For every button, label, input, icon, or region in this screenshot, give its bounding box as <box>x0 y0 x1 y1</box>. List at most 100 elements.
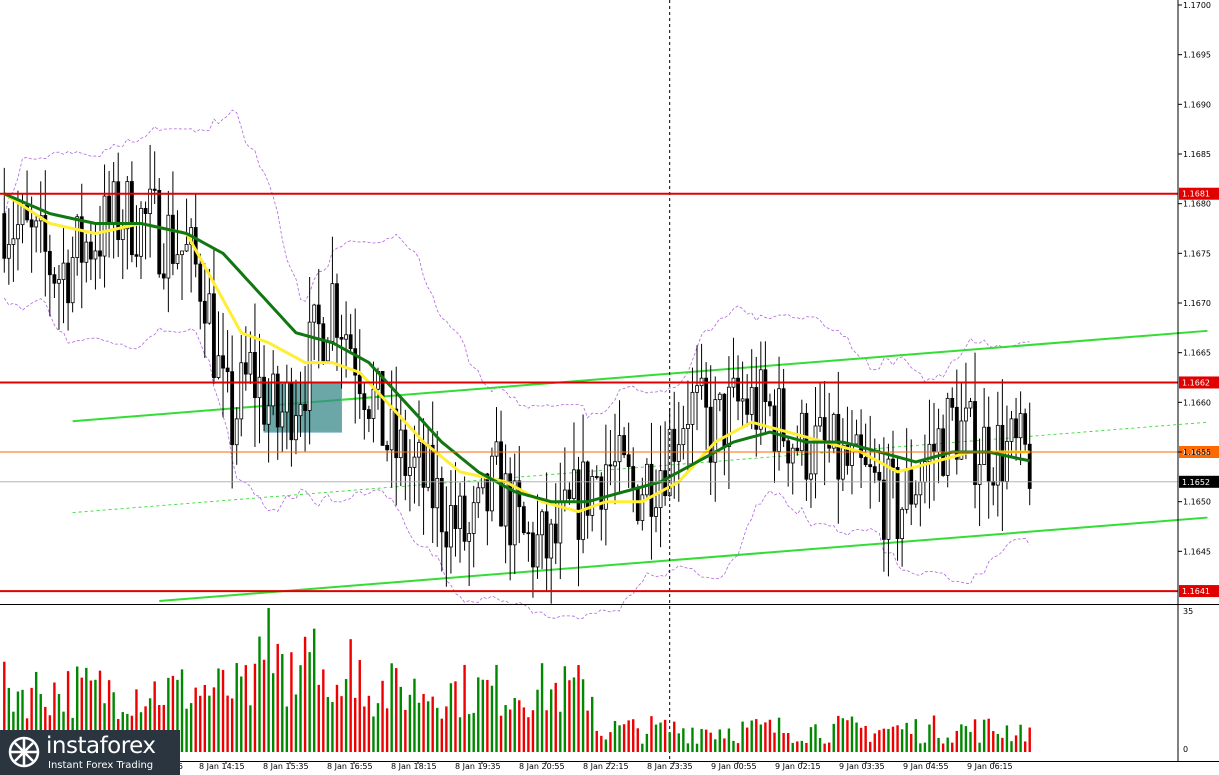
candle-body <box>221 355 225 369</box>
trend-channel-line <box>72 329 1208 423</box>
volume-bar <box>796 741 799 752</box>
bollinger-lower-line <box>3 297 1031 620</box>
volume-bar <box>322 669 325 752</box>
volume-bar <box>94 679 97 752</box>
volume-bar <box>75 666 79 752</box>
volume-bar <box>955 730 959 752</box>
volume-bar <box>21 689 24 752</box>
volume-bar <box>208 695 211 752</box>
candle-body <box>854 434 859 445</box>
volume-bar <box>932 715 936 752</box>
candle-body <box>754 387 759 430</box>
candle-body <box>234 418 239 446</box>
time-tick-label: 8 Jan 15:35 <box>263 762 309 771</box>
volume-bar <box>16 691 20 752</box>
volume-bar <box>454 681 457 752</box>
volume-bar <box>727 728 731 752</box>
volume-bar <box>230 698 234 752</box>
time-tick-label: 9 Jan 00:55 <box>711 762 757 771</box>
candle-body <box>603 464 608 510</box>
volume-bar <box>185 708 188 752</box>
volume-bar <box>467 714 471 752</box>
volume-bar <box>563 666 567 752</box>
volume-bar <box>941 743 945 752</box>
candle-body <box>503 473 508 527</box>
volume-bar <box>171 675 175 752</box>
volume-bar <box>290 652 293 752</box>
volume-bar <box>864 725 867 752</box>
candle-body <box>139 207 143 257</box>
time-tick-label: 8 Jan 14:15 <box>199 762 245 771</box>
candle-body <box>840 444 845 480</box>
volume-bar <box>107 680 111 752</box>
volume-bar <box>996 733 1000 752</box>
volume-bar <box>609 732 612 752</box>
instaforex-logo: instaforex Instant Forex Trading <box>0 730 180 775</box>
candle-body <box>535 534 540 568</box>
candle-body <box>61 262 66 280</box>
volume-bar <box>440 718 444 752</box>
logo-sphere-icon <box>8 736 40 768</box>
volume-bar <box>568 680 571 752</box>
volume-bar <box>673 721 676 752</box>
volume-bar <box>162 704 165 752</box>
volume-bar <box>385 708 389 752</box>
volume-bar <box>3 661 6 752</box>
current-price-box <box>1179 475 1219 488</box>
volume-bar <box>992 731 995 752</box>
candle-body <box>321 323 326 362</box>
candle-body <box>11 238 16 245</box>
candle-body <box>1009 418 1014 442</box>
candle-body <box>312 304 317 323</box>
volume-bar <box>276 643 279 752</box>
candle-body <box>881 479 886 540</box>
candle-body <box>248 352 253 375</box>
candle-body <box>717 393 722 401</box>
volume-bar <box>923 742 927 752</box>
candle-body <box>344 334 348 340</box>
candle-body <box>704 377 709 408</box>
volume-bar <box>910 733 913 752</box>
volume-bar <box>745 727 749 752</box>
candle-body <box>613 461 617 467</box>
candle-body <box>439 477 444 533</box>
volume-bar <box>144 706 147 752</box>
volume-bar <box>285 706 289 752</box>
candle-body <box>690 391 695 425</box>
volume-bar <box>814 724 817 752</box>
candle-body <box>485 473 490 512</box>
volume-bar <box>66 671 70 752</box>
candle-body <box>886 458 891 540</box>
volume-bar <box>964 726 968 752</box>
candle-body <box>708 406 713 463</box>
candle-body <box>809 473 813 480</box>
volume-bar <box>663 719 667 752</box>
candle-body <box>389 408 394 451</box>
volume-bar <box>595 730 598 752</box>
candle-body <box>471 502 476 534</box>
volume-bar <box>650 716 653 752</box>
volume-bar <box>723 738 726 752</box>
moving-averages <box>3 192 1031 514</box>
candle-body <box>1014 418 1018 439</box>
volume-bar <box>331 702 334 752</box>
trend-channel-lines <box>72 329 1208 602</box>
candle-body <box>695 385 699 393</box>
volume-bar <box>654 724 658 752</box>
candle-body <box>649 463 654 517</box>
candle-body <box>936 428 941 453</box>
time-tick-label: 8 Jan 23:35 <box>647 762 693 771</box>
time-tick-label: 8 Jan 22:15 <box>583 762 629 771</box>
candle-body <box>932 443 936 453</box>
volume-bar <box>495 664 498 752</box>
volume-bar <box>235 663 238 752</box>
candle-body <box>84 241 89 263</box>
level-label-box <box>1179 187 1219 200</box>
volume-bar <box>317 684 320 752</box>
volume-bar <box>636 728 639 752</box>
candle-body <box>1005 441 1009 482</box>
volume-bar <box>869 741 872 752</box>
candle-body <box>125 181 130 230</box>
